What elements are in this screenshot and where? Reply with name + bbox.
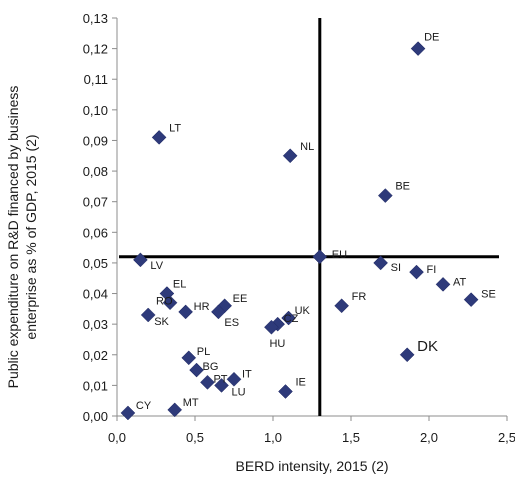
y-tick-label: 0,07	[83, 195, 108, 210]
point-be	[377, 188, 393, 203]
x-tick-label: 2,0	[420, 430, 438, 445]
point-label-el: EL	[173, 279, 186, 291]
y-tick-label: 0,10	[83, 103, 108, 118]
x-tick-label: 0,0	[108, 430, 126, 445]
point-se	[463, 292, 479, 308]
point-lu	[214, 378, 229, 393]
point-pl	[181, 350, 197, 366]
point-hu	[264, 319, 279, 335]
point-label-bg: BG	[203, 361, 219, 373]
point-label-uk: UK	[295, 305, 311, 317]
y-tick-label: 0,02	[83, 348, 108, 363]
x-tick-label: 0,5	[186, 430, 204, 445]
y-axis: 0,00 0,01 0,02 0,03 0,04 0,05 0,06 0,07 0,08 0,09…	[83, 11, 117, 424]
point-dk	[399, 347, 415, 363]
point-lt	[151, 130, 167, 145]
point-label-sk: SK	[154, 316, 169, 328]
point-label-se: SE	[481, 289, 496, 301]
point-label-pl: PL	[197, 346, 210, 358]
y-tick-label: 0,03	[83, 317, 108, 332]
point-lv	[133, 252, 148, 268]
x-tick-label: 1,0	[264, 430, 282, 445]
point-fr	[334, 298, 349, 314]
point-label-hu: HU	[269, 338, 285, 350]
point-label-lu: LU	[232, 386, 246, 398]
y-axis-title-line-1: Public expenditure on R&D financed by bu…	[5, 86, 21, 389]
point-cy	[120, 405, 136, 421]
point-eu	[312, 249, 328, 265]
point-it	[226, 371, 242, 387]
reference-lines	[119, 18, 499, 416]
y-axis-title: Public expenditure on R&D financed by bu…	[5, 86, 39, 389]
y-tick-label: 0,13	[83, 11, 108, 26]
y-tick-label: 0,00	[83, 409, 108, 424]
x-axis-title: BERD intensity, 2015 (2)	[235, 458, 388, 474]
y-tick-label: 0,01	[83, 378, 108, 393]
y-tick-label: 0,04	[83, 287, 108, 302]
point-es	[211, 304, 226, 320]
point-at	[435, 277, 451, 292]
point-label-fr: FR	[352, 291, 367, 303]
point-hr	[178, 304, 193, 320]
x-tick-label: 2,5	[498, 430, 515, 445]
point-bg	[189, 362, 204, 378]
plot-area	[116, 18, 507, 417]
point-de	[410, 41, 426, 56]
y-tick-label: 0,11	[84, 72, 108, 87]
point-label-ie: IE	[295, 377, 305, 389]
point-label-dk: DK	[417, 338, 438, 355]
x-axis: 0,0 0,5 1,0 1,5 2,0 2,5	[108, 416, 515, 445]
point-mt	[167, 402, 183, 418]
point-label-ro: RO	[156, 296, 173, 308]
point-label-si: SI	[391, 262, 401, 274]
point-label-es: ES	[224, 317, 239, 329]
point-label-it: IT	[242, 368, 252, 380]
point-label-lv: LV	[150, 260, 163, 272]
y-tick-label: 0,08	[83, 164, 108, 179]
point-label-at: AT	[453, 276, 467, 288]
point-label-hr: HR	[194, 301, 210, 313]
point-sk	[140, 307, 156, 323]
y-tick-label: 0,12	[83, 42, 108, 57]
point-label-nl: NL	[300, 141, 314, 153]
point-si	[373, 255, 388, 271]
x-tick-label: 1,5	[342, 430, 360, 445]
y-tick-label: 0,06	[83, 225, 108, 240]
data-points	[120, 41, 479, 421]
point-uk	[281, 310, 296, 326]
point-label-be: BE	[395, 181, 410, 193]
point-label-cz: CZ	[284, 313, 299, 325]
point-label-pt: PT	[213, 373, 227, 385]
point-label-eu: EU	[332, 249, 347, 261]
point-label-mt: MT	[183, 397, 199, 409]
point-label-cy: CY	[136, 400, 152, 412]
point-ie	[278, 384, 293, 399]
point-fi	[409, 264, 424, 280]
point-label-de: DE	[424, 32, 439, 44]
point-label-lt: LT	[169, 122, 181, 134]
point-nl	[282, 148, 298, 164]
point-label-fi: FI	[427, 264, 437, 276]
point-label-ee: EE	[233, 293, 248, 305]
point-ro	[162, 295, 178, 311]
y-tick-label: 0,05	[83, 256, 108, 271]
point-pt	[200, 374, 215, 390]
y-axis-title-line-2: enterprise as % of GDP, 2015 (2)	[23, 134, 39, 339]
y-tick-label: 0,09	[83, 133, 108, 148]
